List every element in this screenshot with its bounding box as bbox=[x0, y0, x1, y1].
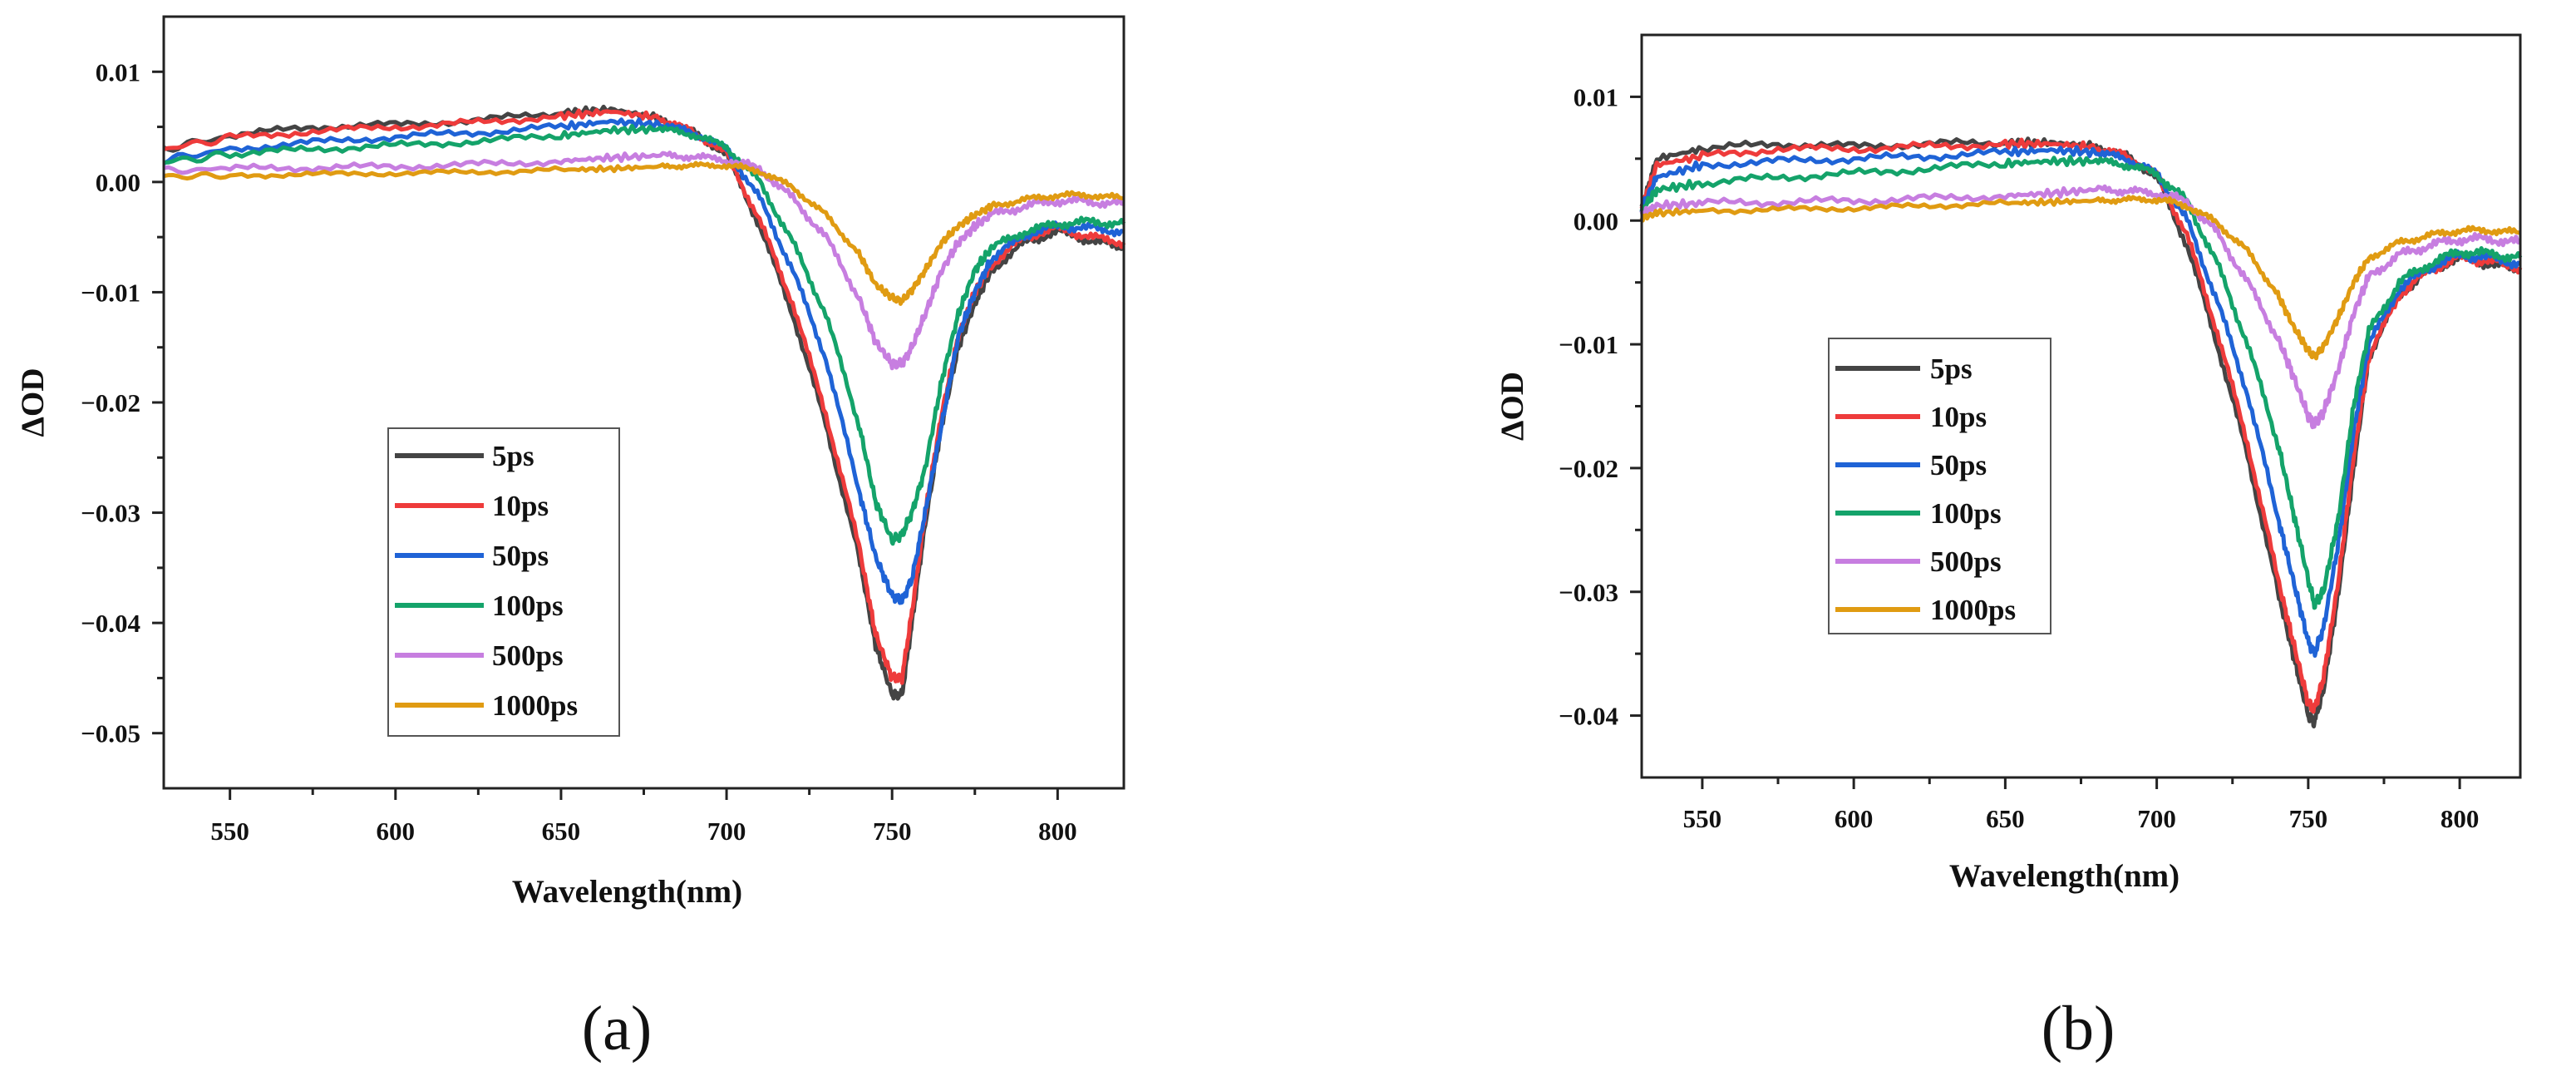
x-tick-label: 650 bbox=[1986, 804, 2025, 833]
y-axis-ticks: 0.01 0.00 −0.01 −0.02 −0.03 −0.04 −0.05 bbox=[81, 57, 164, 748]
x-tick-label: 750 bbox=[873, 817, 912, 846]
series-lines bbox=[162, 104, 1126, 701]
x-axis-ticks: 550 600 650 700 750 800 bbox=[210, 788, 1077, 846]
legend-box bbox=[387, 427, 620, 737]
y-tick-label: −0.03 bbox=[81, 499, 140, 528]
legend-label-1000ps: 1000ps bbox=[492, 689, 578, 722]
y-tick-label: 0.00 bbox=[96, 168, 140, 197]
x-tick-label: 550 bbox=[1683, 804, 1722, 833]
panel-a: (a) 550 600 650 700 750 800 0.01 0.00 −0.01 −0.02… bbox=[15, 15, 1126, 1064]
legend-label-10ps: 10ps bbox=[1930, 401, 1987, 433]
legend: 5ps 10ps 50ps 100ps 500ps 1000ps bbox=[1828, 338, 2051, 634]
x-tick-label: 550 bbox=[210, 817, 249, 846]
series-line-100ps bbox=[163, 124, 1126, 546]
x-axis-title: Wavelength(nm) bbox=[1949, 858, 2180, 894]
panel-b-label: (b) bbox=[2042, 994, 2115, 1064]
y-tick-label: −0.04 bbox=[81, 609, 140, 638]
legend-label-1000ps: 1000ps bbox=[1930, 594, 2016, 626]
x-tick-label: 650 bbox=[542, 817, 581, 846]
series-line-50ps bbox=[162, 117, 1125, 605]
x-tick-label: 800 bbox=[1038, 817, 1077, 846]
series-line-500ps bbox=[163, 151, 1125, 371]
x-tick-label: 700 bbox=[2137, 804, 2176, 833]
series-line-500ps bbox=[1639, 184, 2521, 430]
x-tick-label: 600 bbox=[1835, 804, 1874, 833]
legend-label-5ps: 5ps bbox=[492, 440, 534, 472]
series-line-5ps bbox=[1639, 136, 2522, 728]
legend-label-500ps: 500ps bbox=[1930, 545, 2002, 578]
y-tick-label: −0.01 bbox=[1559, 330, 1618, 359]
panel-a-label: (a) bbox=[582, 994, 652, 1064]
series-line-100ps bbox=[1639, 155, 2523, 610]
y-tick-label: 0.01 bbox=[96, 57, 140, 86]
y-tick-label: −0.03 bbox=[1559, 578, 1618, 607]
series-lines bbox=[1639, 136, 2523, 728]
series-line-1000ps bbox=[1639, 195, 2521, 361]
y-tick-label: −0.04 bbox=[1559, 702, 1618, 731]
legend-label-100ps: 100ps bbox=[1930, 497, 2002, 530]
legend-box bbox=[1828, 338, 2051, 634]
series-line-10ps bbox=[1639, 137, 2523, 714]
legend-label-50ps: 50ps bbox=[492, 540, 549, 572]
legend-label-50ps: 50ps bbox=[1930, 449, 1987, 481]
x-axis-ticks: 550 600 650 700 750 800 bbox=[1683, 777, 2480, 833]
x-tick-label: 600 bbox=[377, 817, 416, 846]
y-tick-label: −0.01 bbox=[81, 278, 140, 307]
legend-label-5ps: 5ps bbox=[1930, 353, 1973, 385]
x-tick-label: 700 bbox=[707, 817, 746, 846]
y-tick-label: −0.05 bbox=[81, 719, 140, 748]
legend-label-100ps: 100ps bbox=[492, 590, 564, 622]
series-line-10ps bbox=[163, 108, 1126, 685]
series-line-1000ps bbox=[163, 160, 1125, 306]
panel-b: (b) 550 600 650 700 750 800 0.01 0.00 −0.01 −0.02… bbox=[1495, 33, 2523, 1064]
series-line-50ps bbox=[1639, 145, 2522, 658]
legend: 5ps 10ps 50ps 100ps 500ps 1000ps bbox=[387, 427, 620, 737]
y-tick-label: 0.01 bbox=[1574, 82, 1618, 111]
legend-label-10ps: 10ps bbox=[492, 490, 549, 522]
x-axis-title: Wavelength(nm) bbox=[512, 874, 742, 910]
y-axis-title: ΔOD bbox=[1495, 372, 1530, 441]
y-axis-ticks: 0.01 0.00 −0.01 −0.02 −0.03 −0.04 bbox=[1559, 82, 1642, 731]
legend-label-500ps: 500ps bbox=[492, 639, 564, 672]
x-tick-label: 800 bbox=[2441, 804, 2480, 833]
y-axis-title: ΔOD bbox=[15, 368, 51, 437]
y-tick-label: −0.02 bbox=[1559, 454, 1618, 483]
y-tick-label: −0.02 bbox=[81, 388, 140, 417]
x-tick-label: 750 bbox=[2289, 804, 2328, 833]
series-line-5ps bbox=[162, 104, 1125, 701]
y-tick-label: 0.00 bbox=[1574, 206, 1618, 235]
